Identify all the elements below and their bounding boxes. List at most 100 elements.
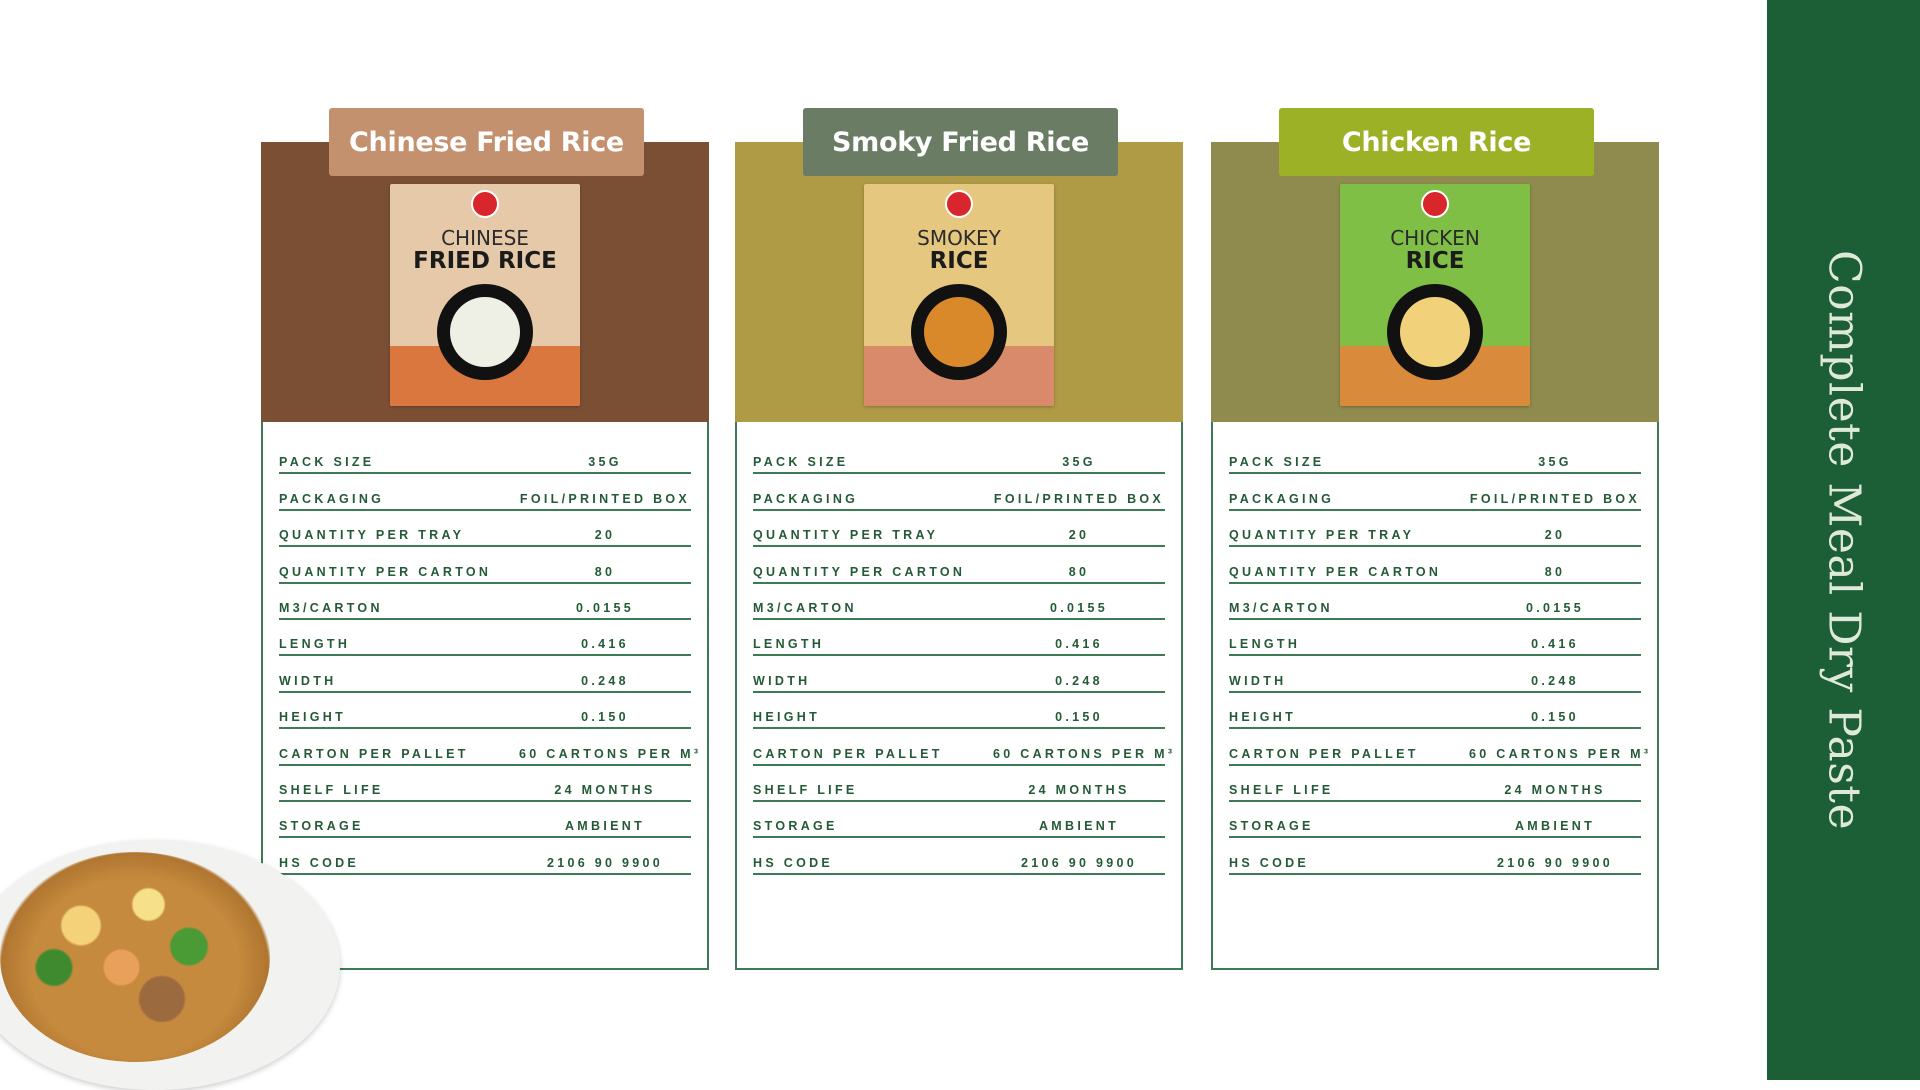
product-panel: CHICKEN RICE [1211,142,1659,422]
spec-row: QUANTITY PER CARTON 80 [279,547,691,584]
fried-rice-food [0,852,270,1062]
spec-label: PACKAGING [1229,491,1335,506]
spec-row: HEIGHT 0.150 [279,693,691,730]
brand-logo-icon [471,190,499,218]
spec-value: 0.248 [581,673,629,688]
product-name-label: Smoky Fried Rice [803,108,1118,176]
spec-row: WIDTH 0.248 [279,656,691,693]
package-food-image [1400,297,1470,367]
spec-value: 0.416 [1055,637,1103,652]
spec-row: QUANTITY PER TRAY 20 [1229,511,1641,548]
spec-value: 2106 90 9900 [546,855,664,870]
spec-value: 0.0155 [1049,600,1109,615]
spec-row: M3/CARTON 0.0155 [279,584,691,620]
spec-value: 24 MONTHS [554,782,656,797]
product-name-label: Chinese Fried Rice [329,108,644,176]
spec-value: 0.0155 [1525,600,1585,615]
spec-label: PACK SIZE [279,455,375,470]
spec-label: STORAGE [1229,819,1314,834]
spec-label: PACK SIZE [753,455,849,470]
package-bowl-image [911,284,1007,380]
spec-label: QUANTITY PER TRAY [753,528,939,543]
spec-label: CARTON PER PALLET [753,746,943,761]
sidebar: Complete Meal Dry Paste [1767,0,1920,1080]
spec-value: 35G [588,455,622,470]
spec-label: SHELF LIFE [1229,782,1334,797]
spec-row: HS CODE 2106 90 9900 [753,838,1165,875]
product-panel: SMOKEY RICE [735,142,1183,422]
spec-row: PACKAGING FOIL/PRINTED BOX [279,474,691,511]
spec-row: WIDTH 0.248 [753,656,1165,693]
package-title-line2: FRIED RICE [413,248,557,274]
spec-value: 80 [1068,564,1090,579]
spec-row: WIDTH 0.248 [1229,656,1641,693]
fried-rice-plate-image [0,840,340,1090]
spec-row: QUANTITY PER TRAY 20 [753,511,1165,548]
spec-row: M3/CARTON 0.0155 [1229,584,1641,620]
spec-value: 35G [1062,455,1096,470]
product-card: CHICKEN RICE PACK SIZE 35G PACKAGING FOIL/PRI… [1211,142,1659,970]
spec-value: 24 MONTHS [1504,782,1606,797]
product-card: CHINESE FRIED RICE PACK SIZE 35G PACKAGING FO… [261,142,709,970]
spec-table: PACK SIZE 35G PACKAGING FOIL/PRINTED BOX QUA… [1229,438,1652,875]
package-food-image [450,297,520,367]
spec-row: SHELF LIFE 24 MONTHS [1229,766,1641,802]
spec-table: PACK SIZE 35G PACKAGING FOIL/PRINTED BOX QUA… [753,438,1176,875]
spec-row: SHELF LIFE 24 MONTHS [753,766,1165,802]
spec-row: LENGTH 0.416 [753,620,1165,657]
spec-label: WIDTH [279,673,337,688]
spec-row: CARTON PER PALLET 60 CARTONS PER M³ [279,729,698,766]
spec-label: HEIGHT [279,710,347,725]
spec-value: 0.248 [1531,673,1579,688]
spec-label: QUANTITY PER CARTON [279,564,492,579]
spec-value: 20 [1068,528,1090,543]
spec-value: 24 MONTHS [1028,782,1130,797]
spec-value: 35G [1538,455,1572,470]
spec-label: M3/CARTON [1229,600,1333,615]
spec-value: 80 [594,564,616,579]
spec-label: CARTON PER PALLET [279,746,469,761]
spec-label: QUANTITY PER TRAY [1229,528,1415,543]
spec-label: LENGTH [753,637,825,652]
spec-value: AMBIENT [564,819,646,834]
spec-label: M3/CARTON [279,600,383,615]
spec-value: 60 CARTONS PER M³ [993,746,1176,761]
spec-value: 0.416 [1531,637,1579,652]
spec-label: STORAGE [279,819,364,834]
spec-row: QUANTITY PER CARTON 80 [753,547,1165,584]
spec-value: 2106 90 9900 [1496,855,1614,870]
spec-row: CARTON PER PALLET 60 CARTONS PER M³ [1229,729,1652,766]
spec-value: AMBIENT [1514,819,1596,834]
spec-label: STORAGE [753,819,838,834]
spec-label: WIDTH [1229,673,1287,688]
brand-logo-icon [1421,190,1449,218]
spec-label: HS CODE [279,855,360,870]
product-card: SMOKEY RICE PACK SIZE 35G PACKAGING FOIL/PRIN… [735,142,1183,970]
package-bowl-image [437,284,533,380]
spec-value: 2106 90 9900 [1020,855,1138,870]
package-title-line2: RICE [929,248,989,274]
spec-label: QUANTITY PER CARTON [753,564,966,579]
spec-label: M3/CARTON [753,600,857,615]
spec-label: HEIGHT [1229,710,1297,725]
spec-row: LENGTH 0.416 [1229,620,1641,657]
spec-label: HS CODE [753,855,834,870]
spec-value: 60 CARTONS PER M³ [1469,746,1652,761]
spec-label: PACKAGING [753,491,859,506]
spec-label: HEIGHT [753,710,821,725]
product-package-image: CHICKEN RICE [1340,184,1530,406]
spec-value: 0.248 [1055,673,1103,688]
spec-row: STORAGE AMBIENT [753,802,1165,839]
spec-label: CARTON PER PALLET [1229,746,1419,761]
brand-logo-icon [945,190,973,218]
package-title-line1: CHICKEN [1390,226,1480,250]
product-package-image: CHINESE FRIED RICE [390,184,580,406]
spec-row: CARTON PER PALLET 60 CARTONS PER M³ [753,729,1176,766]
spec-row: PACK SIZE 35G [279,438,691,475]
spec-label: LENGTH [279,637,351,652]
spec-label: PACK SIZE [1229,455,1325,470]
spec-label: LENGTH [1229,637,1301,652]
package-bowl-image [1387,284,1483,380]
spec-value: 20 [1544,528,1566,543]
spec-label: SHELF LIFE [279,782,384,797]
